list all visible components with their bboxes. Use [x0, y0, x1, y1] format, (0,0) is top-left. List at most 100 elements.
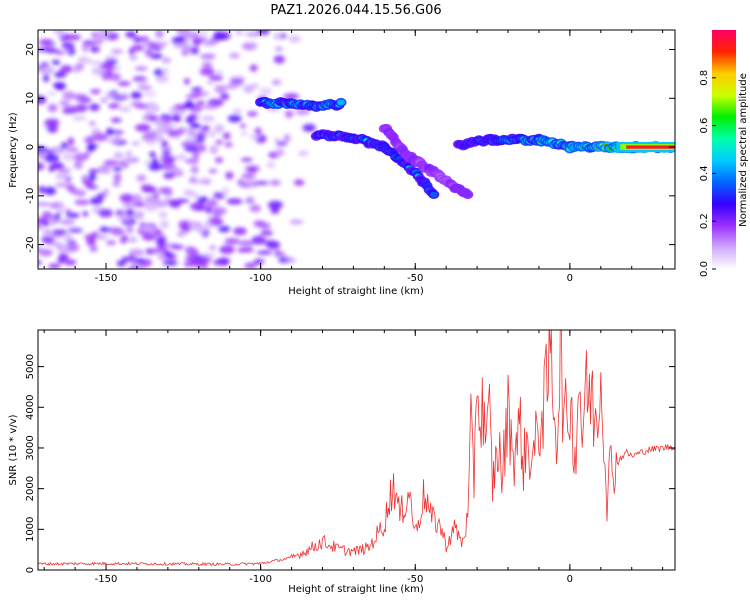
noise-blob	[63, 233, 73, 243]
y-tick-label: 2000	[25, 476, 36, 501]
noise-blob	[222, 132, 231, 140]
noise-blob	[158, 211, 168, 219]
noise-blob	[196, 100, 206, 106]
noise-blob	[272, 33, 282, 41]
noise-blob	[49, 217, 58, 226]
noise-blob	[96, 31, 109, 41]
noise-blob	[232, 108, 242, 115]
noise-blob	[57, 30, 64, 37]
noise-blob	[271, 79, 282, 86]
branch-mid	[337, 99, 345, 106]
noise-blob	[188, 220, 197, 228]
snr-series-line	[38, 330, 675, 567]
noise-blob	[44, 118, 60, 127]
noise-blob	[158, 187, 173, 194]
noise-blob	[148, 162, 163, 171]
noise-blob	[154, 68, 165, 77]
noise-blob	[89, 103, 100, 112]
noise-blob	[48, 263, 61, 269]
noise-blob	[172, 113, 181, 123]
noise-blob	[246, 166, 259, 173]
noise-blob	[245, 31, 262, 37]
colorbar-tick-label: 0.0	[699, 261, 710, 277]
snr-frame	[37, 329, 676, 571]
branch-mid	[463, 191, 472, 198]
noise-blob	[104, 32, 119, 41]
noise-blob	[151, 247, 164, 254]
noise-blob	[90, 197, 103, 206]
noise-blob	[40, 62, 50, 67]
noise-blob	[88, 173, 97, 182]
noise-blob	[109, 227, 123, 234]
noise-blob	[224, 141, 233, 148]
noise-blob	[86, 185, 99, 190]
noise-blob	[38, 248, 53, 257]
noise-blob	[149, 151, 156, 158]
noise-blob	[38, 151, 47, 160]
noise-blob	[92, 66, 107, 76]
spectrogram-y-axis: -20 -10 0 10 20	[25, 43, 675, 253]
noise-blob	[41, 235, 55, 244]
noise-blob	[253, 220, 266, 228]
noise-blob	[267, 200, 283, 209]
noise-blob	[178, 153, 186, 161]
noise-blob	[126, 208, 135, 217]
noise-blob	[192, 37, 202, 46]
noise-blob	[134, 66, 148, 71]
noise-blob	[183, 78, 191, 85]
noise-blob	[88, 121, 96, 126]
noise-blob	[44, 186, 57, 196]
snr-panel: -150 -100 -50 0 0 1000 2000 3000 4000 5000 Heigh…	[8, 329, 676, 595]
noise-blob	[125, 150, 133, 157]
colorbar-tick-label: 0.2	[699, 213, 710, 229]
noise-blob	[82, 40, 96, 46]
noise-blob	[136, 174, 147, 182]
colorbar-tick-label: 0.6	[699, 118, 710, 134]
noise-blob	[102, 188, 110, 197]
noise-blob	[141, 186, 158, 193]
noise-blob	[43, 74, 50, 82]
noise-blob	[73, 161, 83, 170]
noise-blob	[70, 186, 78, 195]
noise-blob	[207, 80, 214, 86]
noise-blob	[209, 145, 219, 155]
y-tick-label: -20	[25, 236, 36, 252]
noise-blob	[208, 75, 224, 81]
noise-blob	[67, 228, 83, 233]
noise-blob	[109, 72, 121, 82]
noise-blob	[150, 104, 160, 113]
noise-blob	[215, 139, 224, 145]
noise-blob	[141, 134, 157, 141]
noise-blob	[169, 199, 181, 208]
noise-blob	[111, 49, 124, 54]
noise-blob	[283, 134, 291, 143]
noise-blob	[190, 202, 206, 211]
noise-blob	[240, 157, 253, 162]
noise-blob	[211, 207, 227, 215]
noise-blob	[74, 104, 89, 111]
noise-blob	[58, 252, 69, 262]
noise-blob	[113, 151, 124, 160]
noise-blob	[275, 141, 288, 146]
spectrogram-y-label: Frequency (Hz)	[8, 112, 19, 188]
noise-blob	[161, 67, 169, 76]
noise-blob	[152, 229, 163, 236]
noise-blob	[187, 128, 196, 137]
noise-blob	[112, 167, 123, 172]
noise-blob	[131, 141, 140, 146]
noise-blob	[224, 237, 240, 245]
noise-blob	[98, 208, 113, 218]
noise-blob	[192, 150, 200, 159]
colorbar-gradient	[712, 30, 736, 269]
noise-blob	[276, 251, 286, 257]
x-tick-label: 0	[567, 273, 573, 284]
noise-blob	[134, 104, 151, 109]
noise-blob	[110, 117, 122, 123]
noise-blob	[74, 199, 90, 206]
noise-blob	[202, 104, 218, 110]
noise-blob	[170, 244, 184, 250]
x-tick-label: -150	[95, 574, 118, 585]
noise-blob	[76, 62, 85, 71]
noise-blob	[72, 116, 87, 121]
noise-blob	[131, 194, 143, 203]
